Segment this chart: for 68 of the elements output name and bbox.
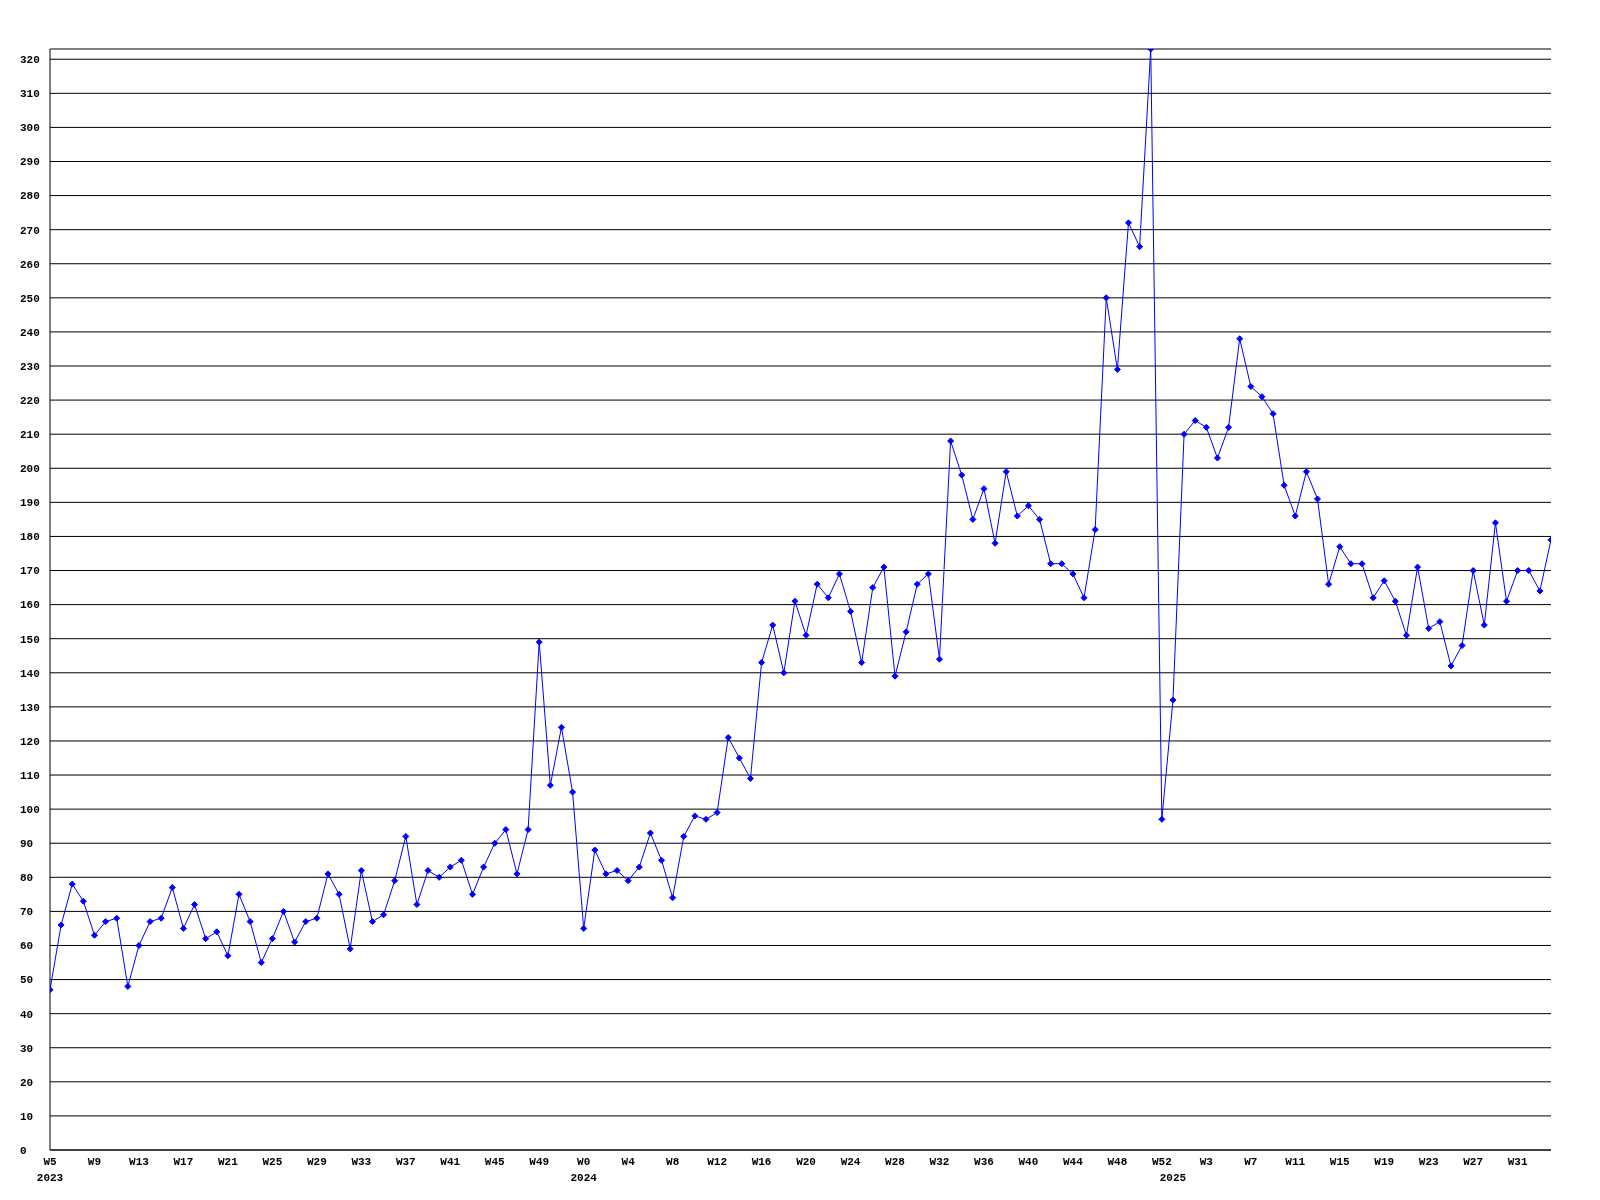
y-tick-label: 160 [20, 599, 40, 612]
x-tick-label: W27 [1463, 1156, 1484, 1168]
x-tick-label: W19 [1374, 1156, 1395, 1168]
x-tick-label: W28 [885, 1156, 906, 1168]
y-tick-label: 300 [20, 122, 40, 135]
y-tick-label: 190 [20, 497, 40, 510]
x-tick-label: W29 [306, 1156, 327, 1168]
y-tick-label: 200 [20, 463, 40, 476]
y-tick-label: 0 [20, 1144, 27, 1157]
x-tick-label: W25 [262, 1156, 283, 1168]
y-tick-label: 220 [20, 394, 40, 407]
y-tick-label: 280 [20, 190, 40, 203]
x-tick-label: W37 [395, 1156, 416, 1168]
y-tick-label: 20 [20, 1076, 34, 1089]
x-tick-label: W3 [1199, 1156, 1214, 1168]
x-tick-label: W11 [1285, 1156, 1306, 1168]
y-tick-label: 170 [20, 565, 40, 578]
y-tick-label: 30 [20, 1042, 34, 1055]
y-tick-label: 240 [20, 326, 40, 339]
y-tick-label: 130 [20, 701, 40, 714]
y-tick-label: 90 [20, 838, 34, 851]
y-tick-label: 10 [20, 1110, 34, 1123]
x-tick-label: W23 [1418, 1156, 1439, 1168]
x-tick-label: W7 [1244, 1156, 1258, 1168]
x-tick-label: W48 [1107, 1156, 1128, 1168]
x-tick-label: W31 [1507, 1156, 1528, 1168]
y-tick-label: 100 [20, 803, 40, 816]
x-tick-label: W9 [87, 1156, 102, 1168]
x-tick-label: W52 [1151, 1156, 1172, 1168]
x-tick-label: W20 [796, 1156, 816, 1168]
x-tick-label: W41 [440, 1156, 461, 1168]
x-tick-label: W17 [173, 1156, 194, 1168]
y-tick-label: 270 [20, 224, 40, 237]
x-tick-label: W13 [129, 1156, 150, 1168]
x-tick-label: W24 [840, 1156, 861, 1168]
y-tick-label: 110 [20, 769, 40, 782]
x-tick-label: W21 [217, 1156, 239, 1168]
y-tick-label: 60 [20, 940, 34, 953]
x-tick-label: W45 [484, 1156, 506, 1168]
x-tick-label: W36 [974, 1156, 994, 1168]
y-tick-label: 250 [20, 292, 40, 305]
x-tick-label: W12 [707, 1156, 728, 1168]
y-tick-label: 150 [20, 633, 40, 646]
y-tick-label: 140 [20, 667, 40, 680]
y-tick-label: 120 [20, 735, 40, 748]
x-tick-label: W16 [751, 1156, 772, 1168]
y-tick-label: 180 [20, 531, 40, 544]
x-tick-label: W32 [929, 1156, 950, 1168]
y-tick-label: 230 [20, 360, 40, 373]
y-tick-label: 80 [20, 872, 34, 885]
x-tick-label: W4 [621, 1156, 636, 1168]
x-tick-label: W40 [1018, 1156, 1039, 1168]
x-tick-label: W44 [1063, 1156, 1084, 1168]
y-tick-label: 310 [20, 88, 40, 101]
x-tick-label: W33 [351, 1156, 372, 1168]
y-tick-label: 70 [20, 906, 34, 919]
y-tick-label: 40 [20, 1008, 34, 1021]
x-tick-label: W0 2024 [570, 1156, 598, 1184]
y-tick-label: 210 [20, 429, 40, 442]
x-tick-label: W49 [529, 1156, 550, 1168]
y-tick-label: 260 [20, 258, 40, 271]
y-tick-label: 290 [20, 156, 40, 169]
y-tick-label: 320 [20, 54, 40, 67]
y-tick-label: 50 [20, 974, 34, 987]
x-tick-label: W5 2023 [36, 1156, 64, 1184]
x-tick-label: W15 [1329, 1156, 1351, 1168]
x-tick-label: 2025 [1159, 1172, 1187, 1184]
x-tick-label: W8 [666, 1156, 680, 1168]
